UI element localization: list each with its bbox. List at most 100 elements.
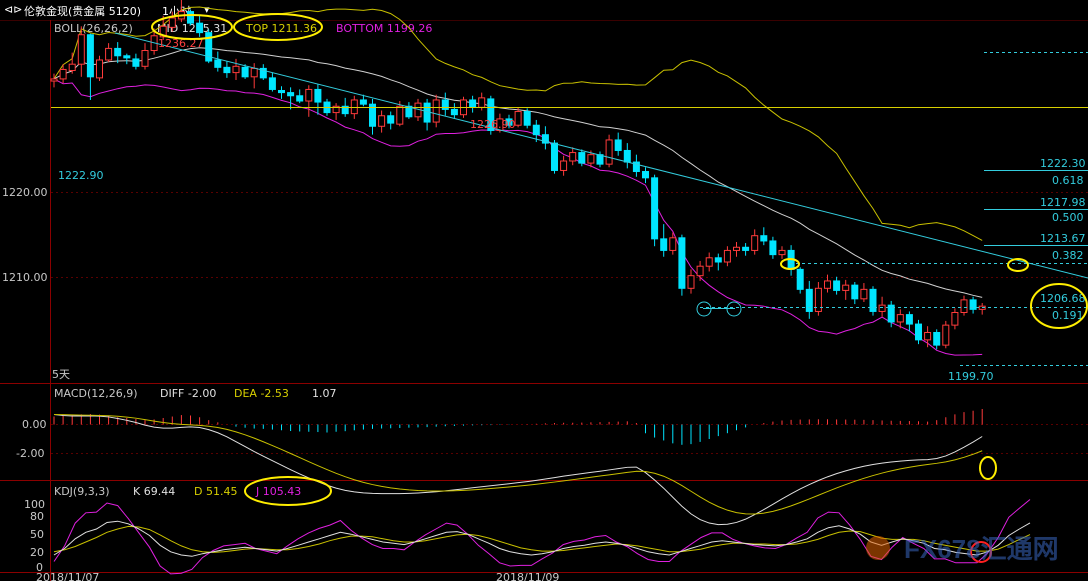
trend-line[interactable] — [114, 32, 1088, 279]
candle-up — [350, 99, 358, 115]
macd-diff-value: DIFF -2.00 — [160, 387, 216, 400]
candle-up — [168, 17, 176, 28]
chevron-down-icon[interactable]: ▾ — [204, 3, 210, 16]
candle-down — [505, 118, 513, 126]
candle-up — [733, 246, 740, 251]
candle-down — [441, 99, 449, 110]
candle-up — [778, 249, 786, 256]
candle-down — [387, 115, 395, 124]
candle-up — [942, 324, 950, 346]
candle-up — [159, 25, 167, 38]
high-annotation: 1226.90 — [470, 118, 516, 131]
date-label: 2018/11/07 — [36, 571, 99, 581]
fib-price: 1206.68 — [1040, 292, 1086, 305]
candle-down — [278, 89, 285, 94]
candle-down — [214, 59, 222, 68]
watermark-logo: FX678汇通网 — [866, 534, 1059, 564]
macd-dea-line — [53, 413, 983, 515]
candle-down — [487, 98, 495, 131]
candle-up — [560, 160, 568, 171]
candle-up — [705, 257, 713, 267]
boll-mid-line — [53, 47, 983, 298]
chevron-swap-icon[interactable]: ⊲⊳ — [4, 3, 23, 16]
candle-up — [432, 99, 440, 123]
candle-up — [878, 304, 886, 312]
candle-down — [760, 235, 768, 242]
candle-up — [50, 78, 58, 82]
panel-frames — [0, 20, 1088, 581]
boll-bottom-value: BOTTOM 1199.26 — [336, 22, 432, 35]
candle-down — [915, 323, 922, 341]
candle-down — [742, 246, 750, 251]
kdj-tick-label: 80 — [30, 510, 44, 523]
candle-up — [250, 67, 258, 78]
candle-up — [496, 118, 504, 131]
candle-up — [924, 331, 932, 341]
symbol-title[interactable]: 伦敦金现(贵金属 5120) — [24, 5, 142, 18]
candle-down — [205, 32, 213, 62]
candle-down — [851, 284, 859, 300]
candle-down — [933, 331, 941, 346]
low-annotation: 1222.90 — [58, 169, 104, 182]
fib-price: 1217.98 — [1040, 196, 1086, 209]
fib-ratio: 0.382 — [1052, 249, 1084, 262]
candle-down — [259, 67, 267, 79]
candle-up — [96, 59, 103, 79]
candle-down — [642, 171, 649, 179]
kdj-name[interactable]: KDJ(9,3,3) — [54, 485, 110, 498]
kdj-tick-label: 20 — [30, 546, 44, 559]
candle-down — [314, 88, 322, 103]
title-bar: ⊲⊳ 伦敦金现(贵金属 5120) 1小时 ▾ — [0, 0, 1088, 21]
date-label: 2018/11/09 — [496, 571, 559, 581]
candle-up — [860, 288, 868, 300]
macd-diff-line — [53, 413, 983, 526]
boll-bottom-line — [53, 78, 983, 356]
macd-panel — [53, 408, 983, 526]
candle-up — [478, 97, 486, 108]
kdj-panel — [53, 499, 1031, 575]
candle-up — [514, 111, 522, 126]
candle-down — [632, 161, 640, 173]
kdj-tick-label: 100 — [24, 498, 45, 511]
candle-up — [842, 284, 850, 291]
candle-down — [551, 142, 558, 171]
candle-up — [696, 265, 704, 277]
candle-up — [68, 63, 76, 72]
boll-name[interactable]: BOLL(26,26,2) — [54, 22, 133, 35]
candle-up — [687, 275, 695, 289]
candle-up — [396, 105, 404, 125]
candle-up — [960, 299, 968, 314]
candle-down — [123, 55, 131, 59]
candle-up — [896, 314, 904, 323]
period-label: 5天 — [52, 368, 70, 381]
macd-dea-value: DEA -2.53 — [234, 387, 289, 400]
candle-down — [287, 92, 295, 97]
candle-down — [86, 34, 94, 78]
candle-down — [132, 58, 140, 67]
candle-down — [796, 268, 804, 290]
candle-up — [669, 237, 677, 251]
fib-levels[interactable] — [700, 52, 1088, 366]
candle-down — [341, 105, 349, 115]
grid-lines — [51, 192, 1088, 454]
kdj-j-line — [53, 499, 1031, 575]
boll-mid-value: MID 1205.31 — [157, 22, 227, 35]
candle-up — [569, 152, 577, 162]
candle-up — [332, 105, 340, 114]
low-marker — [726, 301, 742, 317]
candle-down — [268, 77, 276, 90]
candle-down — [187, 11, 194, 24]
candle-down — [969, 299, 977, 310]
candle-down — [623, 149, 631, 163]
boll-bands — [53, 6, 983, 356]
price-tick-label: 1220.00 — [2, 186, 48, 199]
macd-name[interactable]: MACD(12,26,9) — [54, 387, 138, 400]
kdj-j-value: J 105.43 — [255, 485, 301, 498]
fib-ratio: 0.191 — [1052, 309, 1084, 322]
candle-up — [951, 312, 959, 326]
candle-down — [469, 99, 477, 108]
candle-down — [805, 288, 813, 312]
candle-down — [651, 177, 659, 240]
fib-ratio: 0.618 — [1052, 174, 1084, 187]
